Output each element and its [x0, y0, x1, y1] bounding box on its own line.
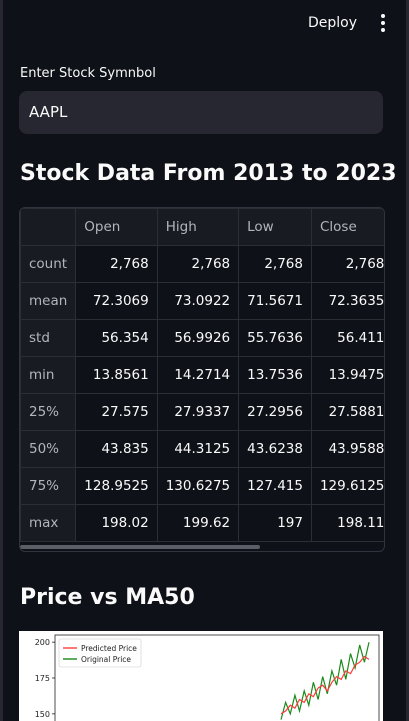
- table-row: min 13.8561 14.2714 13.7536 13.9475: [20, 356, 384, 394]
- table-row: std 56.354 56.9926 55.7636 56.411: [20, 319, 384, 357]
- table-cell[interactable]: 129.6125: [310, 467, 384, 505]
- table-cell[interactable]: 2,768: [310, 245, 384, 283]
- price-vs-ma50-title: Price vs MA50: [20, 585, 195, 610]
- table-cell[interactable]: 56.411: [310, 319, 384, 357]
- table-cell[interactable]: 43.6238: [238, 430, 312, 468]
- row-label: 50%: [20, 430, 77, 468]
- legend-label: Original Price: [81, 655, 131, 664]
- table-cell[interactable]: 13.7536: [238, 356, 312, 394]
- chart-svg: 200 175 150 Predicted Price Original Price: [35, 634, 380, 721]
- series-line: [280, 655, 370, 715]
- table-cell[interactable]: 127.415: [238, 467, 312, 505]
- row-label: mean: [20, 282, 77, 320]
- table-row: mean 72.3069 73.0922 71.5671 72.3635: [20, 282, 384, 320]
- table-cell[interactable]: 14.2714: [156, 356, 240, 394]
- table-cell[interactable]: 27.9337: [156, 393, 240, 431]
- table-cell[interactable]: 128.9525: [75, 467, 158, 505]
- row-label: count: [20, 245, 77, 283]
- table-cell[interactable]: 43.835: [75, 430, 158, 468]
- column-header[interactable]: Open: [75, 208, 158, 246]
- column-header[interactable]: High: [156, 208, 240, 246]
- table-cell[interactable]: 27.5881: [310, 393, 384, 431]
- table-cell[interactable]: 130.6275: [156, 467, 240, 505]
- right-edge: [406, 0, 409, 721]
- table-cell[interactable]: 56.9926: [156, 319, 240, 357]
- table-cell[interactable]: 55.7636: [238, 319, 312, 357]
- table-cell[interactable]: 27.575: [75, 393, 158, 431]
- table-corner-header: [20, 208, 77, 246]
- table-cell[interactable]: 44.3125: [156, 430, 240, 468]
- price-chart: 200 175 150 Predicted Price Original Price: [19, 631, 383, 721]
- stock-symbol-label: Enter Stock Symnbol: [20, 66, 156, 81]
- table-cell[interactable]: 198.02: [75, 504, 158, 542]
- row-label: std: [20, 319, 77, 357]
- table-row: 50% 43.835 44.3125 43.6238 43.9588: [20, 430, 384, 468]
- table-horizontal-scrollbar[interactable]: [20, 545, 260, 549]
- table-row: max 198.02 199.62 197 198.11: [20, 504, 384, 542]
- more-vertical-icon[interactable]: [375, 12, 391, 34]
- stock-symbol-input[interactable]: AAPL: [19, 91, 383, 134]
- y-tick-label: 200: [35, 638, 50, 647]
- table-cell[interactable]: 199.62: [156, 504, 240, 542]
- table-cell[interactable]: 73.0922: [156, 282, 240, 320]
- legend-box: [58, 638, 142, 668]
- table-cell[interactable]: 27.2956: [238, 393, 312, 431]
- table-cell[interactable]: 72.3069: [75, 282, 158, 320]
- stock-data-title: Stock Data From 2013 to 2023: [20, 161, 397, 186]
- table-cell[interactable]: 13.8561: [75, 356, 158, 394]
- legend-label: Predicted Price: [81, 644, 137, 653]
- row-label: max: [20, 504, 77, 542]
- row-label: 25%: [20, 393, 77, 431]
- table-row: 25% 27.575 27.9337 27.2956 27.5881: [20, 393, 384, 431]
- column-header[interactable]: Low: [238, 208, 312, 246]
- y-tick-label: 150: [35, 710, 50, 719]
- table-cell[interactable]: 197: [238, 504, 312, 542]
- table-cell[interactable]: 2,768: [156, 245, 240, 283]
- table-cell[interactable]: 71.5671: [238, 282, 312, 320]
- table-cell[interactable]: 198.11: [310, 504, 384, 542]
- table-row: count 2,768 2,768 2,768 2,768: [20, 245, 384, 283]
- table-cell[interactable]: 2,768: [238, 245, 312, 283]
- left-edge: [0, 0, 3, 721]
- y-tick-label: 175: [35, 674, 50, 683]
- table-cell[interactable]: 13.9475: [310, 356, 384, 394]
- table-cell[interactable]: 56.354: [75, 319, 158, 357]
- app-header: Deploy: [0, 0, 409, 46]
- plot-frame: [54, 634, 380, 721]
- column-header[interactable]: Close: [310, 208, 384, 246]
- table-cell[interactable]: 43.9588: [310, 430, 384, 468]
- deploy-button[interactable]: Deploy: [308, 15, 358, 31]
- table-cell[interactable]: 2,768: [75, 245, 158, 283]
- stock-stats-table[interactable]: Open High Low Close Adj Close count2,768…: [19, 207, 385, 552]
- table-cell[interactable]: 72.3635: [310, 282, 384, 320]
- row-label: min: [20, 356, 77, 394]
- row-label: 75%: [20, 467, 77, 505]
